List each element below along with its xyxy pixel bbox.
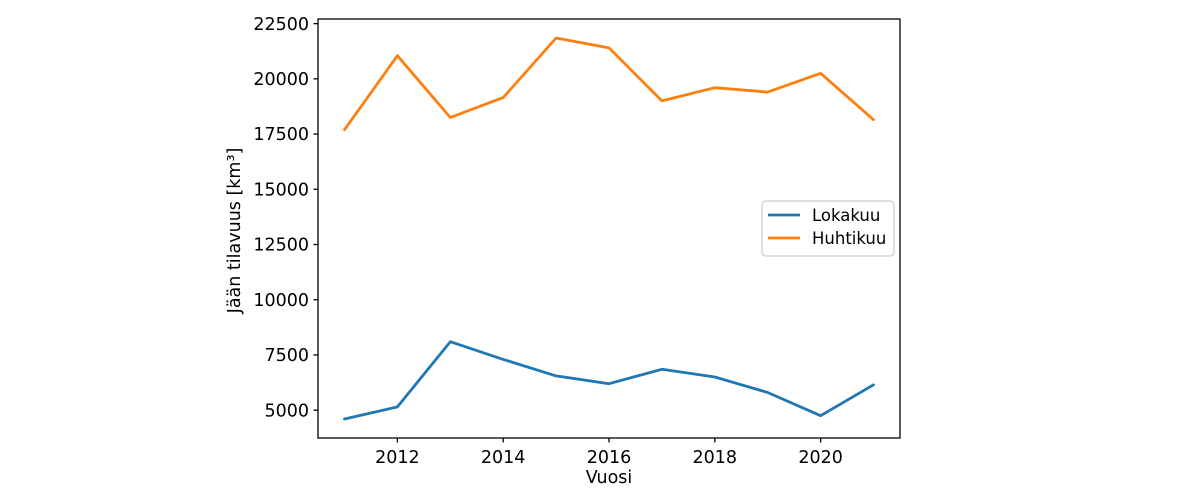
x-tick-label: 2020 — [798, 448, 843, 468]
series-line-lokakuu — [343, 340, 875, 421]
x-tick-label: 2012 — [375, 448, 420, 468]
legend-label-lokakuu: Lokakuu — [812, 206, 880, 225]
series-lines — [343, 36, 875, 421]
y-tick-label: 20000 — [253, 70, 309, 90]
x-tick-label: 2018 — [693, 448, 738, 468]
y-tick-label: 22500 — [253, 15, 309, 35]
legend: Lokakuu Huhtikuu — [761, 200, 895, 257]
y-axis-ticks: 5000 7500 10000 12500 15000 17500 20000 22500 — [253, 15, 318, 421]
legend-label-huhtikuu: Huhtikuu — [812, 229, 886, 248]
y-tick-label: 10000 — [253, 291, 309, 311]
y-tick-label: 17500 — [253, 125, 309, 145]
x-axis-ticks: 2012 2014 2016 2018 2020 — [375, 438, 843, 468]
y-tick-label: 5000 — [264, 401, 309, 421]
series-line-huhtikuu — [343, 36, 875, 132]
x-tick-label: 2014 — [481, 448, 526, 468]
x-axis-label: Vuosi — [586, 468, 633, 488]
x-tick-label: 2016 — [587, 448, 632, 468]
y-tick-label: 12500 — [253, 236, 309, 256]
y-tick-label: 7500 — [264, 346, 309, 366]
y-axis-label: Jään tilavuus [km³] — [225, 148, 245, 315]
y-tick-label: 15000 — [253, 180, 309, 200]
plot-border — [317, 18, 901, 439]
